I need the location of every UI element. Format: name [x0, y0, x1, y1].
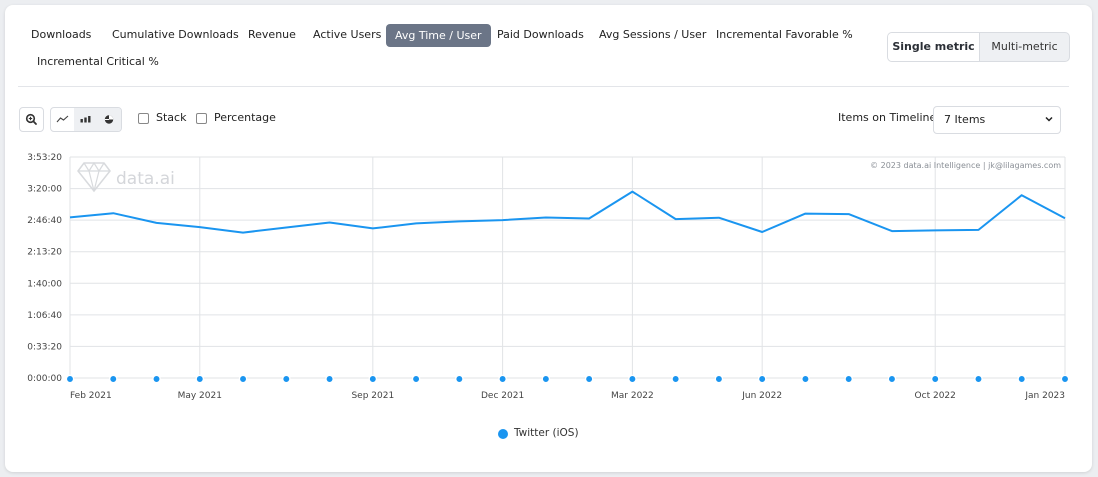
x-tick-label: Oct 2022 — [915, 391, 956, 401]
timeline-marker[interactable] — [714, 374, 724, 384]
x-tick-label: Sep 2021 — [351, 391, 394, 401]
tab-paid-downloads[interactable]: Paid Downloads — [497, 28, 584, 41]
line-chart-icon — [56, 115, 69, 123]
y-axis: 0:00:00 0:33:20 1:06:40 1:40:00 2:13:20 2:46:… — [27, 153, 62, 384]
divider — [18, 86, 1069, 87]
timeline-marker[interactable] — [195, 374, 205, 384]
x-tick-label: Feb 2021 — [70, 391, 112, 401]
metric-mode-toggle: Single metric Multi-metric — [887, 32, 1070, 62]
stack-checkbox[interactable] — [138, 113, 149, 124]
legend-marker — [498, 429, 508, 439]
zoom-in-icon — [25, 113, 37, 125]
timeline-marker[interactable] — [109, 374, 118, 384]
line-chart: data.ai © 2023 data.ai Intelligence | jk… — [27, 153, 1070, 401]
tab-incremental-critical[interactable]: Incremental Critical % — [37, 55, 159, 68]
y-tick-label: 0:00:00 — [27, 374, 62, 384]
tab-avg-time-per-user[interactable]: Avg Time / User — [386, 24, 491, 47]
y-tick-label: 3:53:20 — [27, 153, 62, 163]
x-tick-label: Mar 2022 — [611, 391, 654, 401]
legend-label: Twitter (iOS) — [514, 427, 579, 439]
timeline-marker[interactable] — [801, 374, 810, 384]
bar-chart-icon — [80, 116, 91, 123]
timeline-marker[interactable] — [757, 374, 767, 384]
timeline-marker[interactable] — [1060, 374, 1070, 384]
tab-avg-sessions-per-user[interactable]: Avg Sessions / User — [599, 28, 707, 41]
items-on-timeline-select[interactable]: 7 Items — [933, 106, 1061, 134]
x-tick-label: Jan 2023 — [1024, 391, 1065, 401]
tab-revenue[interactable]: Revenue — [248, 28, 296, 41]
timeline-marker[interactable] — [844, 374, 853, 384]
pie-chart-button[interactable] — [97, 108, 121, 131]
chart-card — [5, 5, 1092, 472]
timeline-marker[interactable] — [887, 374, 897, 384]
percentage-checkbox[interactable] — [196, 113, 207, 124]
tab-incremental-favorable[interactable]: Incremental Favorable % — [716, 28, 853, 41]
timeline-marker[interactable] — [238, 374, 248, 384]
timeline-marker[interactable] — [498, 374, 507, 384]
timeline-marker[interactable] — [282, 374, 291, 384]
x-tick-label: May 2021 — [178, 391, 222, 401]
y-tick-label: 2:46:40 — [27, 216, 62, 226]
multi-metric-button[interactable]: Multi-metric — [991, 40, 1058, 53]
items-on-timeline-label: Items on Timeline: — [838, 111, 940, 124]
x-axis: Feb 2021 May 2021 Sep 2021 Dec 2021 Mar 2022… — [70, 391, 1065, 401]
timeline-marker[interactable] — [628, 374, 637, 384]
tab-active-users[interactable]: Active Users — [313, 28, 382, 41]
timeline-marker[interactable] — [584, 374, 594, 384]
timeline-marker[interactable] — [411, 374, 421, 384]
timeline-marker[interactable] — [152, 374, 161, 384]
items-on-timeline-value: 7 Items — [944, 113, 986, 126]
pie-chart-icon — [104, 115, 114, 124]
tab-downloads[interactable]: Downloads — [31, 28, 92, 41]
timeline-marker[interactable] — [455, 374, 464, 384]
y-tick-label: 1:40:00 — [27, 279, 62, 289]
y-tick-label: 2:13:20 — [27, 248, 62, 258]
series-line — [69, 190, 1066, 234]
tab-cumulative-downloads[interactable]: Cumulative Downloads — [112, 28, 239, 41]
series-twitter-ios — [65, 190, 1070, 384]
timeline-marker[interactable] — [325, 374, 334, 384]
timeline-marker[interactable] — [65, 374, 75, 384]
chart-type-selector — [50, 107, 122, 132]
zoom-button[interactable] — [19, 107, 44, 132]
watermark: data.ai © 2023 data.ai Intelligence | jk… — [77, 161, 1061, 193]
x-tick-label: Dec 2021 — [481, 391, 524, 401]
y-tick-label: 0:33:20 — [27, 342, 62, 352]
stack-label: Stack — [156, 111, 187, 124]
percentage-label: Percentage — [214, 111, 276, 124]
data-ai-logo-icon — [77, 161, 111, 193]
y-tick-label: 1:06:40 — [27, 311, 62, 321]
timeline-marker[interactable] — [1017, 374, 1026, 384]
bar-chart-button[interactable] — [74, 108, 97, 131]
timeline-marker[interactable] — [671, 374, 680, 384]
line-chart-button[interactable] — [51, 108, 74, 131]
y-tick-label: 3:20:00 — [27, 185, 62, 195]
grid — [69, 156, 1066, 379]
watermark-logo-text: data.ai — [116, 169, 175, 189]
x-tick-label: Jun 2022 — [741, 391, 782, 401]
chevron-down-icon — [1045, 116, 1053, 122]
timeline-marker[interactable] — [368, 374, 378, 384]
single-metric-button[interactable]: Single metric — [888, 33, 980, 61]
copyright-text: © 2023 data.ai Intelligence | jk@lilagam… — [870, 161, 1061, 170]
timeline-marker[interactable] — [930, 374, 940, 384]
timeline-marker[interactable] — [974, 374, 983, 384]
timeline-marker[interactable] — [541, 374, 551, 384]
